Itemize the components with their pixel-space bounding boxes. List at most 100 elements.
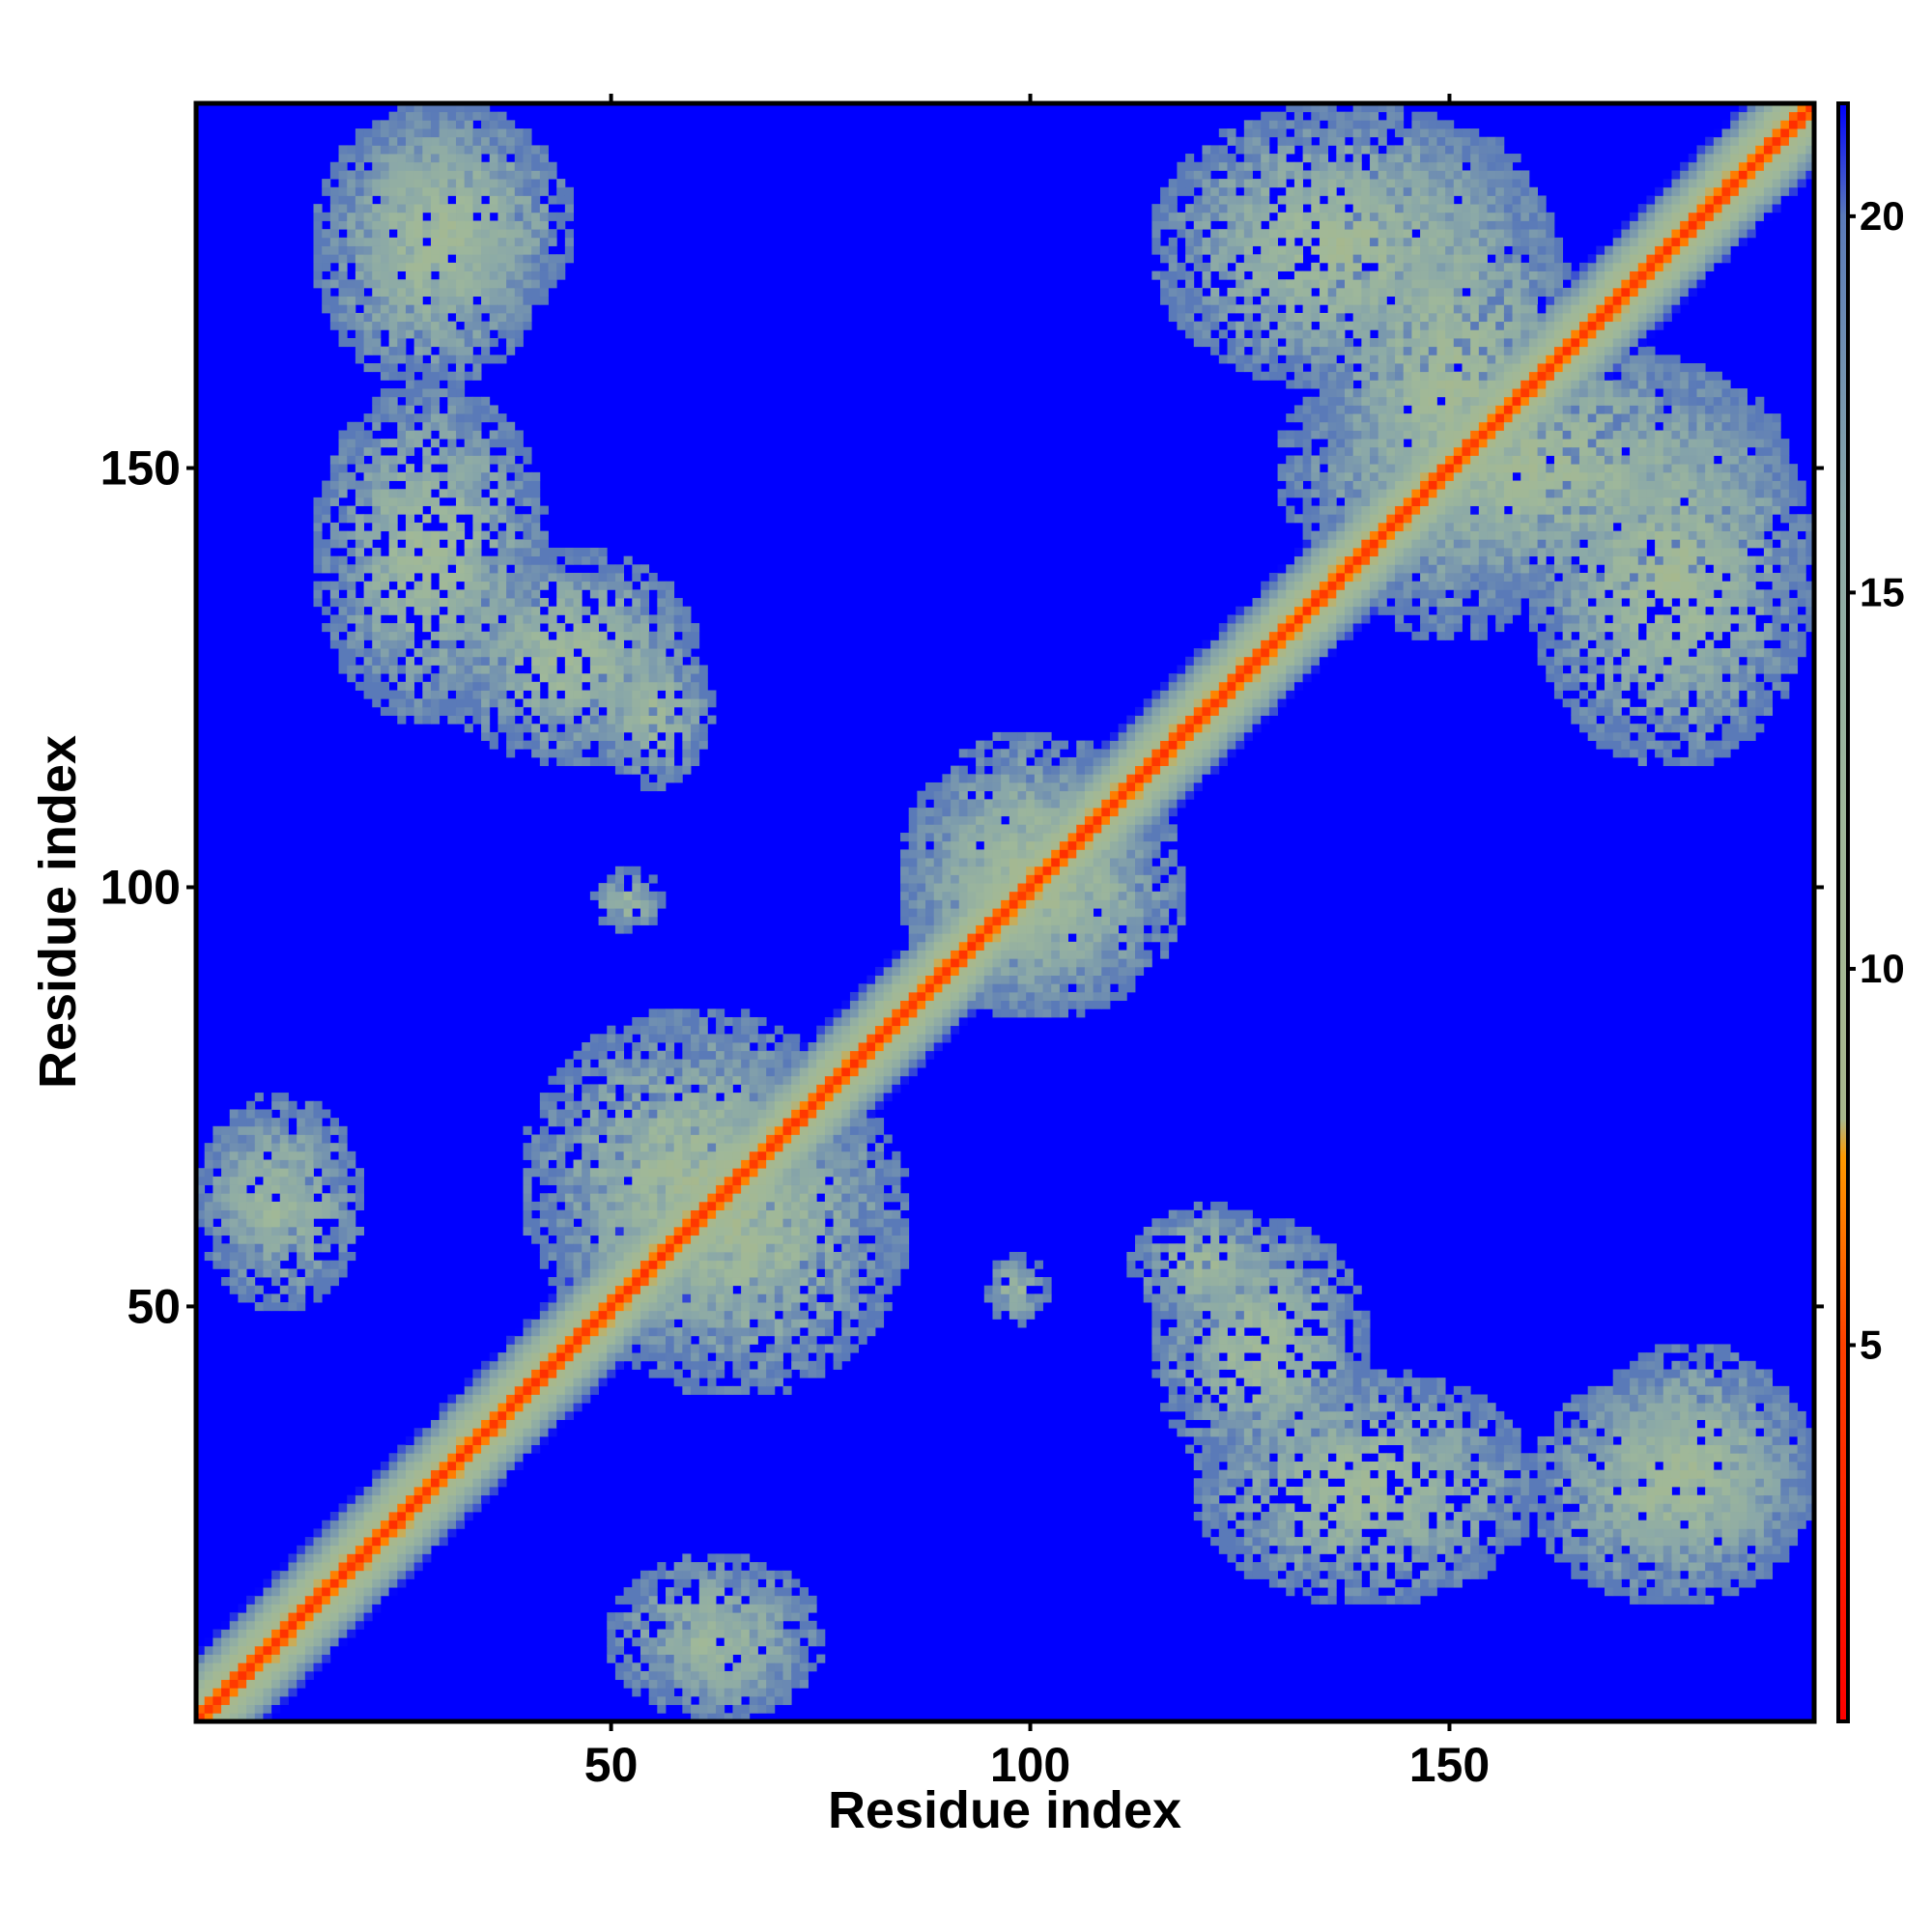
heatmap-cell [304, 1209, 314, 1219]
heatmap-cell [573, 1243, 582, 1253]
heatmap-cell [724, 1109, 733, 1119]
heatmap-cell [405, 698, 415, 708]
heatmap-cell [422, 1486, 432, 1496]
heatmap-cell [322, 514, 331, 524]
heatmap-cell [548, 270, 557, 280]
heatmap-cell [489, 237, 498, 246]
heatmap-cell [673, 774, 683, 783]
heatmap-cell [338, 564, 348, 574]
heatmap-cell [682, 1570, 692, 1579]
heatmap-cell [632, 1604, 641, 1613]
heatmap-cell [741, 1260, 751, 1269]
heatmap-cell [313, 1118, 323, 1127]
heatmap-cell [531, 1435, 541, 1445]
heatmap-cell [254, 1143, 264, 1152]
heatmap-cell [506, 606, 516, 615]
heatmap-cell [808, 1201, 817, 1210]
heatmap-cell [556, 1067, 566, 1077]
heatmap-cell [271, 1268, 281, 1278]
heatmap-cell [564, 1360, 574, 1370]
heatmap-cell [691, 1612, 700, 1622]
heatmap-cell [623, 1629, 633, 1638]
heatmap-cell [472, 111, 482, 121]
heatmap-cell [531, 614, 541, 624]
heatmap-cell [682, 1016, 692, 1027]
heatmap-cell [791, 1654, 801, 1663]
heatmap-cell [271, 1604, 281, 1613]
heatmap-cell [639, 908, 650, 918]
heatmap-cell [623, 1151, 633, 1160]
heatmap-cell [263, 1637, 272, 1647]
heatmap-cell [422, 161, 432, 171]
heatmap-cell [464, 430, 473, 440]
heatmap-cell [405, 1512, 415, 1521]
heatmap-cell [589, 756, 599, 767]
heatmap-cell [682, 1319, 692, 1328]
heatmap-cell [858, 1025, 867, 1035]
heatmap-cell [614, 706, 625, 716]
heatmap-cell [472, 514, 482, 524]
heatmap-cell [833, 1109, 842, 1119]
heatmap-cell [388, 170, 398, 180]
heatmap-cell [632, 1016, 641, 1027]
heatmap-cell [556, 749, 566, 758]
heatmap-cell [439, 321, 448, 330]
heatmap-cell [372, 665, 382, 674]
heatmap-cell [431, 539, 440, 549]
heatmap-cell [698, 1587, 708, 1597]
heatmap-cell [238, 1645, 247, 1655]
heatmap-cell [639, 1277, 650, 1287]
heatmap-cell [841, 1050, 851, 1060]
heatmap-cell [673, 1251, 683, 1262]
heatmap-cell [497, 413, 507, 423]
heatmap-cell [263, 1251, 272, 1262]
heatmap-cell [698, 1034, 708, 1043]
heatmap-cell [824, 1310, 834, 1320]
heatmap-cell [666, 598, 675, 608]
heatmap-cell [757, 1670, 767, 1681]
heatmap-cell [431, 179, 440, 188]
heatmap-cell [497, 161, 507, 171]
heatmap-cell [347, 1587, 356, 1597]
heatmap-cell [548, 1378, 557, 1387]
heatmap-cell [639, 916, 650, 925]
heatmap-cell [632, 631, 641, 640]
heatmap-cell [388, 539, 398, 549]
heatmap-cell [322, 262, 331, 271]
heatmap-cell [506, 740, 516, 750]
heatmap-cell [204, 1209, 213, 1219]
heatmap-cell [431, 128, 440, 138]
heatmap-cell [489, 631, 498, 640]
heatmap-cell [497, 1435, 507, 1445]
heatmap-cell [808, 1168, 817, 1178]
heatmap-cell [539, 1310, 549, 1320]
heatmap-cell [589, 706, 599, 716]
heatmap-cell [506, 589, 516, 599]
heatmap-cell [238, 1168, 247, 1178]
heatmap-cell [757, 1209, 767, 1219]
heatmap-cell [632, 1084, 641, 1094]
heatmap-cell [548, 1385, 557, 1395]
heatmap-cell [682, 1226, 692, 1236]
heatmap-cell [724, 1612, 733, 1622]
heatmap-cell [648, 614, 658, 624]
heatmap-cell [582, 1394, 591, 1404]
heatmap-cell [539, 1243, 549, 1253]
heatmap-cell [548, 1360, 557, 1370]
heatmap-cell [464, 1394, 473, 1404]
heatmap-cell [766, 1243, 776, 1253]
heatmap-cell [464, 170, 473, 180]
heatmap-cell [523, 589, 532, 599]
heatmap-cell [682, 1268, 692, 1278]
heatmap-cell [481, 598, 491, 608]
heatmap-cell [824, 1159, 834, 1169]
heatmap-cell [431, 480, 440, 490]
heatmap-cell [774, 1251, 783, 1262]
heatmap-cell [497, 1360, 507, 1370]
heatmap-cell [564, 555, 574, 565]
heatmap-cell [573, 731, 582, 741]
heatmap-cell [849, 1327, 860, 1337]
heatmap-cell [774, 1352, 783, 1362]
heatmap-cell [464, 623, 473, 633]
heatmap-cell [716, 1344, 725, 1353]
